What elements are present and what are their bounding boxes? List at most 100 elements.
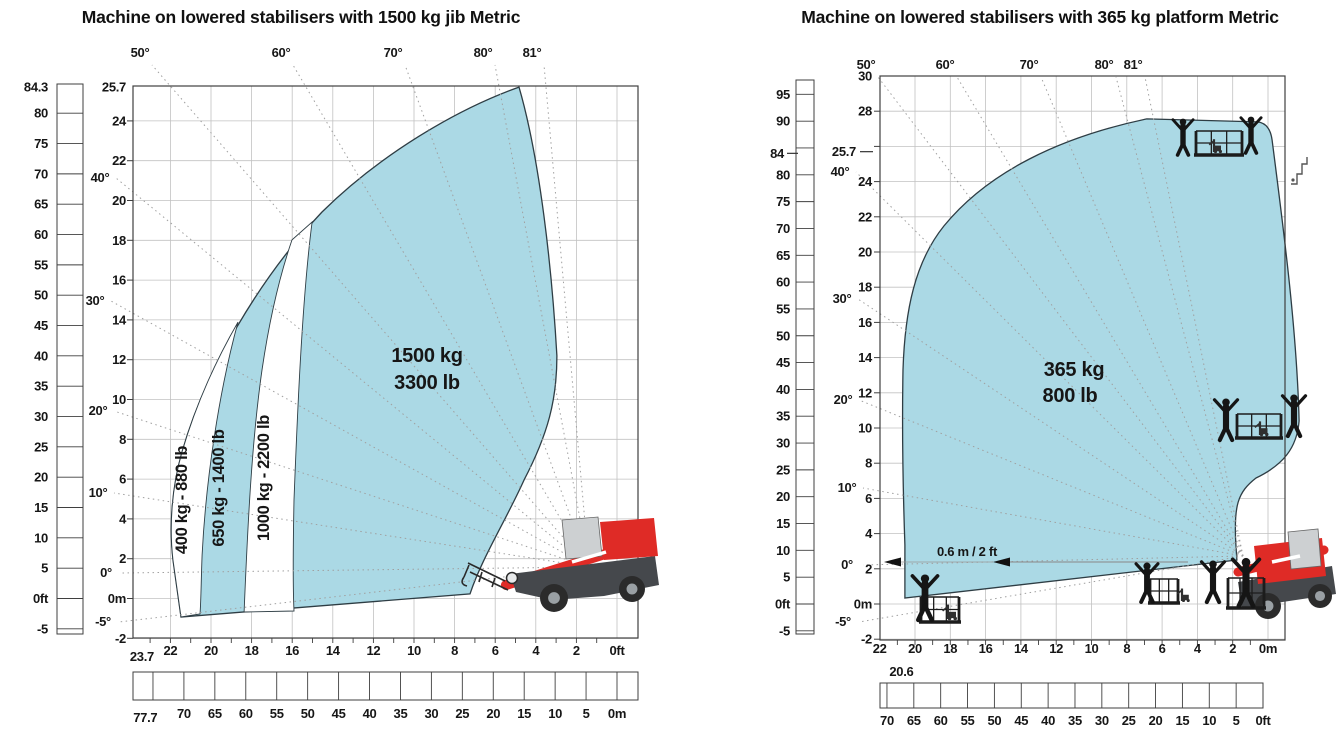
person-arm bbox=[1134, 562, 1148, 577]
feet-bottom-label: 45 bbox=[332, 706, 346, 721]
pallet-stacker-icon bbox=[1176, 588, 1190, 603]
jib-lattice bbox=[469, 571, 509, 591]
angle-label-top: 50° bbox=[857, 57, 876, 72]
telehandler-side-icon-left bbox=[501, 516, 659, 612]
feet-tick-label: 25 bbox=[34, 439, 48, 454]
stacker-handle bbox=[1176, 589, 1183, 595]
meters-tick-label: 6 bbox=[865, 491, 872, 506]
wheel-hub bbox=[1314, 590, 1326, 602]
bottom-axis-label: 23.7 bbox=[130, 649, 154, 664]
feet-bottom-label: 65 bbox=[208, 706, 222, 721]
meters-tick-label: 8 bbox=[865, 456, 872, 471]
bottom-axis-label: 14 bbox=[326, 643, 341, 658]
feet-ruler-vertical: 95 90 84 80 75 70 65 60 55 50 45 40 35 30 25 20 15 10 5 0ft… bbox=[770, 79, 815, 638]
meters-tick-label: 8 bbox=[119, 432, 126, 447]
meters-tick-label: 24 bbox=[112, 113, 127, 128]
jib-lattice bbox=[491, 577, 496, 588]
person-leg bbox=[922, 603, 934, 623]
feet-tick-label: 60 bbox=[776, 275, 790, 290]
jib-lattice bbox=[478, 571, 483, 583]
boom-angle-rays bbox=[855, 76, 1244, 623]
capacity-zone-400kg bbox=[170, 321, 239, 618]
bottom-axis-label: 6 bbox=[1159, 641, 1166, 656]
bottom-axis-label: 4 bbox=[1194, 641, 1202, 656]
angle-label-side: 20° bbox=[834, 392, 853, 407]
stacker-body bbox=[1259, 428, 1268, 435]
meters-tick-label: 4 bbox=[119, 511, 127, 526]
person-arm bbox=[1230, 557, 1247, 575]
jib-pulley bbox=[505, 571, 519, 585]
bottom-axis-label: 12 bbox=[1049, 641, 1063, 656]
plot-border bbox=[132, 85, 639, 639]
jib-lattice bbox=[463, 564, 470, 578]
stacker-body bbox=[947, 611, 956, 619]
working-envelope bbox=[170, 86, 558, 618]
meters-tick-label: 16 bbox=[112, 273, 126, 288]
angle-label-side: 0° bbox=[841, 557, 853, 572]
feet-tick-label: 35 bbox=[34, 379, 48, 394]
person-leg bbox=[1223, 424, 1235, 443]
feet-tick-label: 0ft bbox=[775, 597, 791, 612]
feet-tick-label: 35 bbox=[776, 409, 790, 424]
bottom-axis-label: 14 bbox=[1014, 641, 1029, 656]
feet-bottom-label: 40 bbox=[1041, 713, 1055, 728]
telehandler-cab bbox=[1287, 528, 1322, 570]
feet-bottom-label: 70 bbox=[880, 713, 894, 728]
jib-hook-icon bbox=[461, 562, 519, 591]
zone-capacity-label: 650 kg - 1400 lb bbox=[210, 429, 228, 546]
person-arm bbox=[1293, 394, 1308, 409]
pallet-stacker-icon bbox=[1254, 421, 1269, 437]
angle-ray bbox=[543, 64, 590, 568]
platform-load-chart: 50° 60° 70° 80° 81°40°30°20°10°0°-5°95908480… bbox=[770, 57, 1300, 728]
angle-ray bbox=[151, 64, 590, 568]
feet-tick-label: 90 bbox=[776, 114, 790, 129]
feet-bottom-label: 45 bbox=[1014, 713, 1028, 728]
meters-tick-label: 4 bbox=[865, 526, 873, 541]
meters-tick-label: 30 bbox=[858, 69, 872, 84]
angle-label-side: 10° bbox=[89, 485, 108, 500]
feet-tick-label: 5 bbox=[783, 570, 790, 585]
feet-tick-label: 20 bbox=[776, 489, 790, 504]
meters-tick-label: -2 bbox=[115, 631, 126, 646]
feet-bottom-label: 55 bbox=[270, 706, 284, 721]
angle-ray bbox=[292, 64, 590, 568]
angle-label-top: 60° bbox=[272, 45, 291, 60]
bottom-axis-label: 0m bbox=[1259, 641, 1277, 656]
feet-tick-label: 0ft bbox=[33, 591, 49, 606]
feet-bottom-label: 60 bbox=[934, 713, 948, 728]
feet-tick-label: 10 bbox=[776, 543, 790, 558]
brand-stripe bbox=[571, 550, 607, 564]
angle-ray bbox=[858, 399, 1244, 557]
feet-tick-label: 65 bbox=[34, 197, 48, 212]
feet-ruler-box bbox=[795, 79, 815, 635]
angle-label-side: 40° bbox=[91, 170, 110, 185]
feet-ruler-horizontal: 70 65 60 55 50 45 40 35 30 25 20 15 10 5 0ft bbox=[879, 682, 1272, 728]
person-leg bbox=[1210, 586, 1222, 605]
feet-tick-label: 95 bbox=[776, 87, 790, 102]
person-arm bbox=[1182, 118, 1195, 132]
envelope-area bbox=[901, 118, 1300, 599]
bottom-axis-label: 12 bbox=[366, 643, 380, 658]
feet-tick-label: 15 bbox=[34, 500, 48, 515]
angle-label-top: 60° bbox=[936, 57, 955, 72]
feet-bottom-label: 15 bbox=[1175, 713, 1189, 728]
feet-tick-label: 25 bbox=[776, 462, 790, 477]
angle-label-side: 10° bbox=[838, 480, 857, 495]
feet-tick-label: 70 bbox=[34, 166, 48, 181]
feet-tick-label: 84.3 bbox=[24, 80, 48, 95]
person-arm bbox=[924, 574, 940, 591]
feet-ruler-box bbox=[879, 682, 1264, 709]
angle-label-top: 81° bbox=[1124, 57, 1143, 72]
person-silhouette bbox=[1280, 394, 1308, 439]
angle-ray bbox=[110, 300, 590, 568]
meters-tick-label: 2 bbox=[119, 551, 126, 566]
dimension-arrow bbox=[884, 557, 901, 567]
feet-tick-label: 84 bbox=[770, 146, 785, 161]
bottom-axis-label: 20 bbox=[204, 643, 218, 658]
feet-bottom-label: 10 bbox=[1202, 713, 1216, 728]
person-silhouette bbox=[1239, 116, 1263, 155]
feet-bottom-label: 65 bbox=[907, 713, 921, 728]
feet-tick-label: -5 bbox=[37, 621, 48, 636]
pallet-stacker-icon bbox=[1208, 139, 1222, 154]
bottom-axis-label: 0ft bbox=[610, 643, 626, 658]
